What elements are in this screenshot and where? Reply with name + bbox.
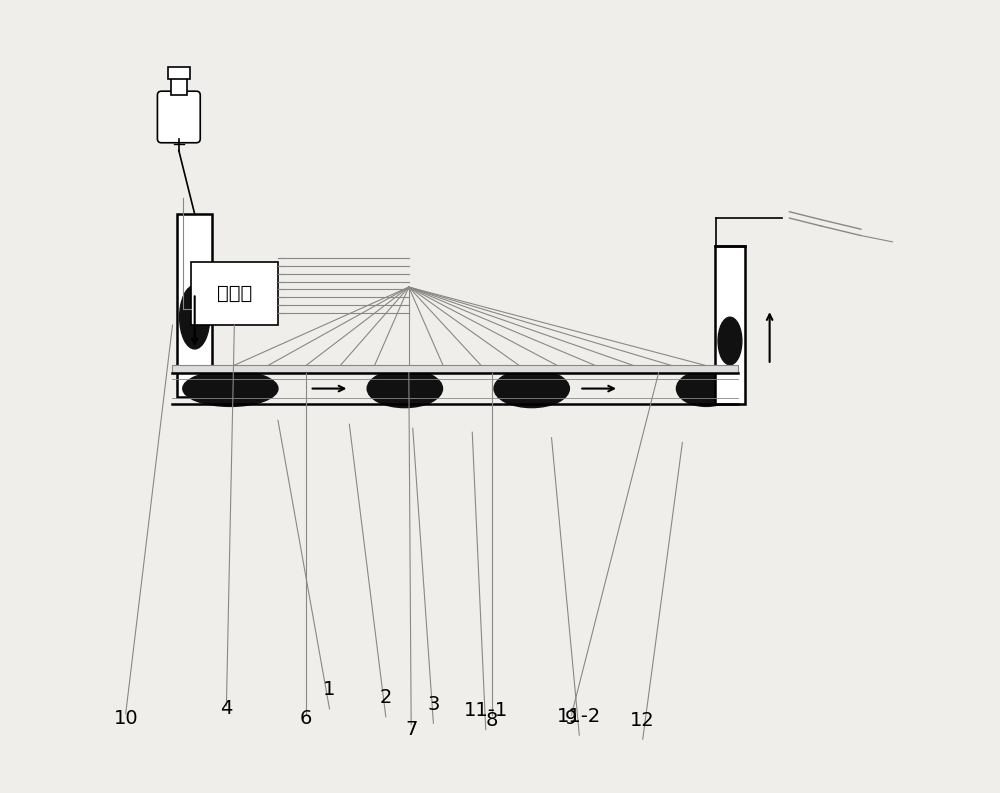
- Text: 10: 10: [113, 709, 138, 728]
- Bar: [168, 67, 190, 79]
- Text: 11-2: 11-2: [557, 707, 601, 726]
- Bar: [171, 78, 187, 95]
- Ellipse shape: [494, 370, 569, 408]
- Text: 2: 2: [380, 688, 392, 707]
- Bar: [177, 214, 212, 396]
- FancyBboxPatch shape: [157, 91, 200, 143]
- Text: 4: 4: [220, 699, 233, 718]
- Text: 11-1: 11-1: [464, 701, 508, 720]
- Text: 3: 3: [427, 695, 440, 714]
- Text: 1: 1: [323, 680, 336, 699]
- Bar: [715, 246, 745, 404]
- Text: 8: 8: [486, 711, 498, 730]
- Text: 9: 9: [565, 709, 578, 728]
- Ellipse shape: [180, 285, 210, 349]
- Text: 7: 7: [405, 720, 417, 739]
- Ellipse shape: [718, 317, 742, 365]
- Bar: [172, 365, 738, 373]
- Bar: [191, 262, 278, 325]
- Ellipse shape: [367, 370, 443, 408]
- Ellipse shape: [676, 370, 736, 406]
- Ellipse shape: [183, 370, 278, 406]
- Text: 6: 6: [300, 709, 312, 728]
- Text: 控制器: 控制器: [217, 284, 252, 303]
- Text: 12: 12: [630, 711, 655, 730]
